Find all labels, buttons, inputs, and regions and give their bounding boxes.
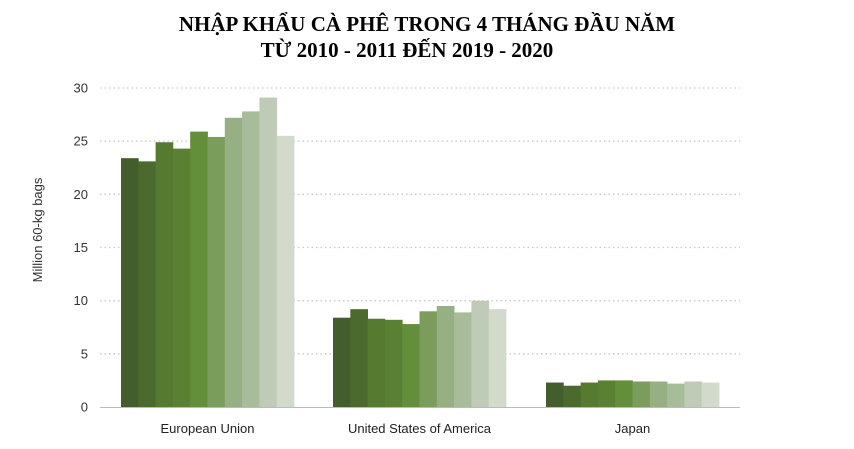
category-labels: European Union United States of America Ja… — [161, 421, 651, 436]
bar — [701, 382, 720, 407]
bar — [419, 311, 438, 407]
bar — [276, 135, 295, 407]
bar — [471, 300, 490, 407]
bar — [259, 97, 278, 407]
bar — [546, 382, 564, 407]
bar — [121, 158, 139, 407]
bar — [384, 319, 403, 407]
bar — [333, 317, 351, 407]
bar — [615, 380, 633, 407]
bars — [121, 97, 720, 408]
bar — [632, 381, 651, 407]
y-tick-label: 0 — [81, 400, 88, 415]
bar — [563, 385, 581, 407]
bar — [350, 309, 368, 407]
bar — [649, 381, 668, 407]
y-axis-ticks: 0 5 10 15 20 25 30 — [74, 81, 88, 415]
y-tick-label: 30 — [74, 81, 88, 96]
y-axis-label: Million 60-kg bags — [30, 177, 45, 282]
y-tick-label: 5 — [81, 346, 88, 361]
category-label: European Union — [161, 421, 255, 436]
bar — [402, 324, 420, 407]
bar — [224, 117, 243, 408]
bar — [172, 148, 191, 408]
bar — [367, 318, 386, 407]
category-label: United States of America — [348, 421, 492, 436]
bar — [488, 309, 507, 407]
bar — [242, 111, 260, 407]
bar — [138, 161, 156, 407]
bar — [580, 382, 599, 407]
bar — [207, 136, 226, 407]
chart-title-line-2: TỪ 2010 - 2011 ĐẾN 2019 - 2020 — [260, 38, 554, 62]
bar — [155, 142, 174, 408]
chart-title-line-1: NHẬP KHẨU CÀ PHÊ TRONG 4 THÁNG ĐẦU NĂM — [178, 12, 676, 36]
category-label: Japan — [615, 421, 650, 436]
bar — [597, 380, 616, 407]
bar — [454, 312, 472, 407]
bar — [436, 305, 455, 407]
y-tick-label: 20 — [74, 187, 88, 202]
y-tick-label: 10 — [74, 293, 88, 308]
bar — [684, 381, 703, 407]
bar — [667, 383, 685, 407]
bar — [190, 131, 208, 407]
y-tick-label: 15 — [74, 240, 88, 255]
y-tick-label: 25 — [74, 134, 88, 149]
